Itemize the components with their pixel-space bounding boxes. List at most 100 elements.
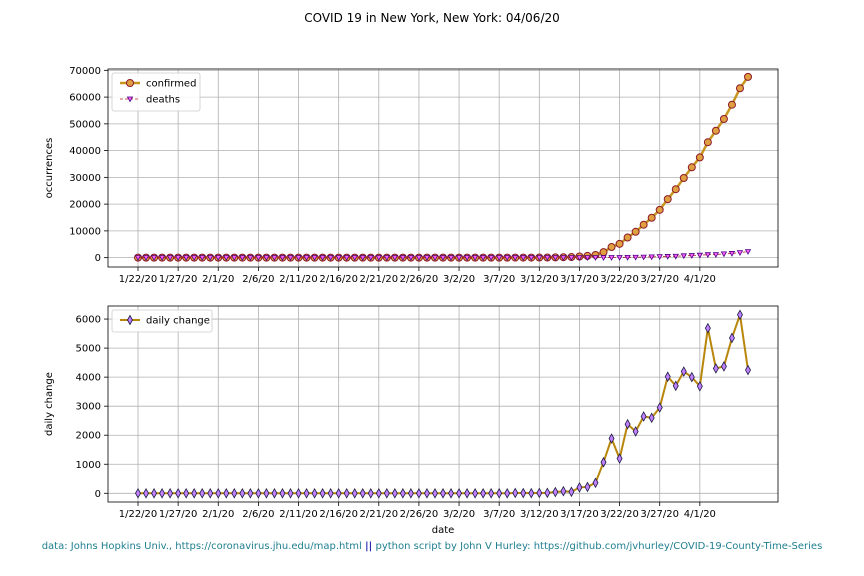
deaths-point [536,255,543,261]
daily-change-point [311,487,318,499]
daily-change-point [151,487,158,499]
x-tick-label: 1/22/20 [119,274,158,285]
data-source-text: data: Johns Hopkins Univ., https://coron… [41,541,362,552]
x-tick-label: 2/21/20 [360,509,399,520]
deaths-point [215,255,222,261]
daily-change-point [199,487,206,499]
footer-separator: || [364,541,373,552]
daily-change-point [737,309,743,321]
x-axis-label: date [432,525,455,536]
x-tick-label: 2/26/20 [400,274,439,285]
deaths-point [150,255,158,261]
deaths-point [423,255,431,261]
x-tick-label: 3/12/20 [520,274,559,285]
daily-change-point [239,487,246,499]
x-tick-label: 4/1/20 [684,509,716,520]
daily-change-point [648,412,655,424]
daily-change-point [223,487,230,499]
daily-change-point [351,487,358,499]
deaths-point [512,255,519,261]
daily-change-point [624,418,631,430]
daily-change-point [319,487,326,499]
y-tick-label: 2000 [76,431,101,442]
deaths-point [455,255,463,261]
daily-change-point [287,487,294,499]
confirmed-point [744,72,752,81]
confirmed-point [671,185,680,194]
deaths-point [271,255,278,261]
daily-change-point [608,433,615,444]
x-tick-label: 3/7/20 [483,509,515,520]
daily-change-point [520,487,527,499]
daily-change-point [592,477,599,489]
confirmed-point [727,100,736,109]
deaths-point [383,255,390,261]
deaths-point [680,253,687,260]
daily-change-point [544,487,551,499]
deaths-point [688,253,695,259]
deaths-point [207,255,214,261]
deaths-point [158,255,166,261]
deaths-point [624,254,631,261]
daily-change-point [407,487,414,499]
daily-change-point [504,487,511,499]
confirmed-point [615,239,624,248]
daily-change-point [271,487,278,499]
deaths-point [487,255,495,261]
daily-change-point [383,487,390,499]
y-tick-label: 0 [95,489,101,500]
occurrences-panel: 0 10000 20000 30000 40000 50000 60000 70000 1/22… [44,66,779,285]
deaths-point [728,251,736,257]
daily-change-point [183,487,190,499]
y-tick-label: 30000 [69,173,101,184]
confirmed-point [655,205,664,214]
deaths-point [391,255,399,261]
deaths-point [279,255,286,261]
deaths-point [247,255,254,261]
x-tick-label: 2/6/20 [242,509,274,520]
daily-change-point [207,487,214,499]
daily-change-point [680,366,687,377]
deaths-point [439,255,447,261]
legend-box [111,309,213,333]
x-tick-label: 3/27/20 [640,274,679,285]
deaths-point [231,255,238,261]
daily-change-point [488,487,495,499]
deaths-point [199,255,206,261]
deaths-point [182,255,190,261]
daily-change-point [496,487,503,499]
daily-change-point [512,487,519,499]
daily-change-point [279,487,286,499]
daily-change-point [159,487,166,499]
daily-change-point [143,487,149,499]
daily-change-point [568,486,575,498]
confirmed-point [623,233,632,242]
daily-change-point [528,487,535,499]
confirmed-point [703,138,712,147]
daily-change-point [560,485,567,497]
y-tick-label: 40000 [69,146,101,157]
deaths-point [311,255,318,261]
deaths-point [415,255,423,261]
chart-title: COVID 19 in New York, New York: 04/06/20 [304,11,560,25]
confirmed-point [631,227,640,236]
x-tick-label: 1/22/20 [119,509,158,520]
daily-change-point [456,487,463,499]
deaths-point [166,255,174,261]
deaths-point [656,254,663,260]
y-tick-label: 70000 [69,66,101,77]
legend: confirmed deaths [111,72,201,112]
daily-change-point [375,487,382,499]
x-tick-label: 2/11/20 [279,274,318,285]
deaths-point [343,255,350,261]
legend-swatch-marker [126,79,134,87]
x-tick-label: 4/1/20 [684,274,716,285]
daily-change-point [359,487,366,499]
series-line-daily-change [138,314,749,495]
deaths-point [263,255,270,261]
daily-change-point [704,322,711,334]
y-tick-label: 60000 [69,93,101,104]
daily-change-point [367,487,374,499]
daily-change-point [656,402,663,413]
